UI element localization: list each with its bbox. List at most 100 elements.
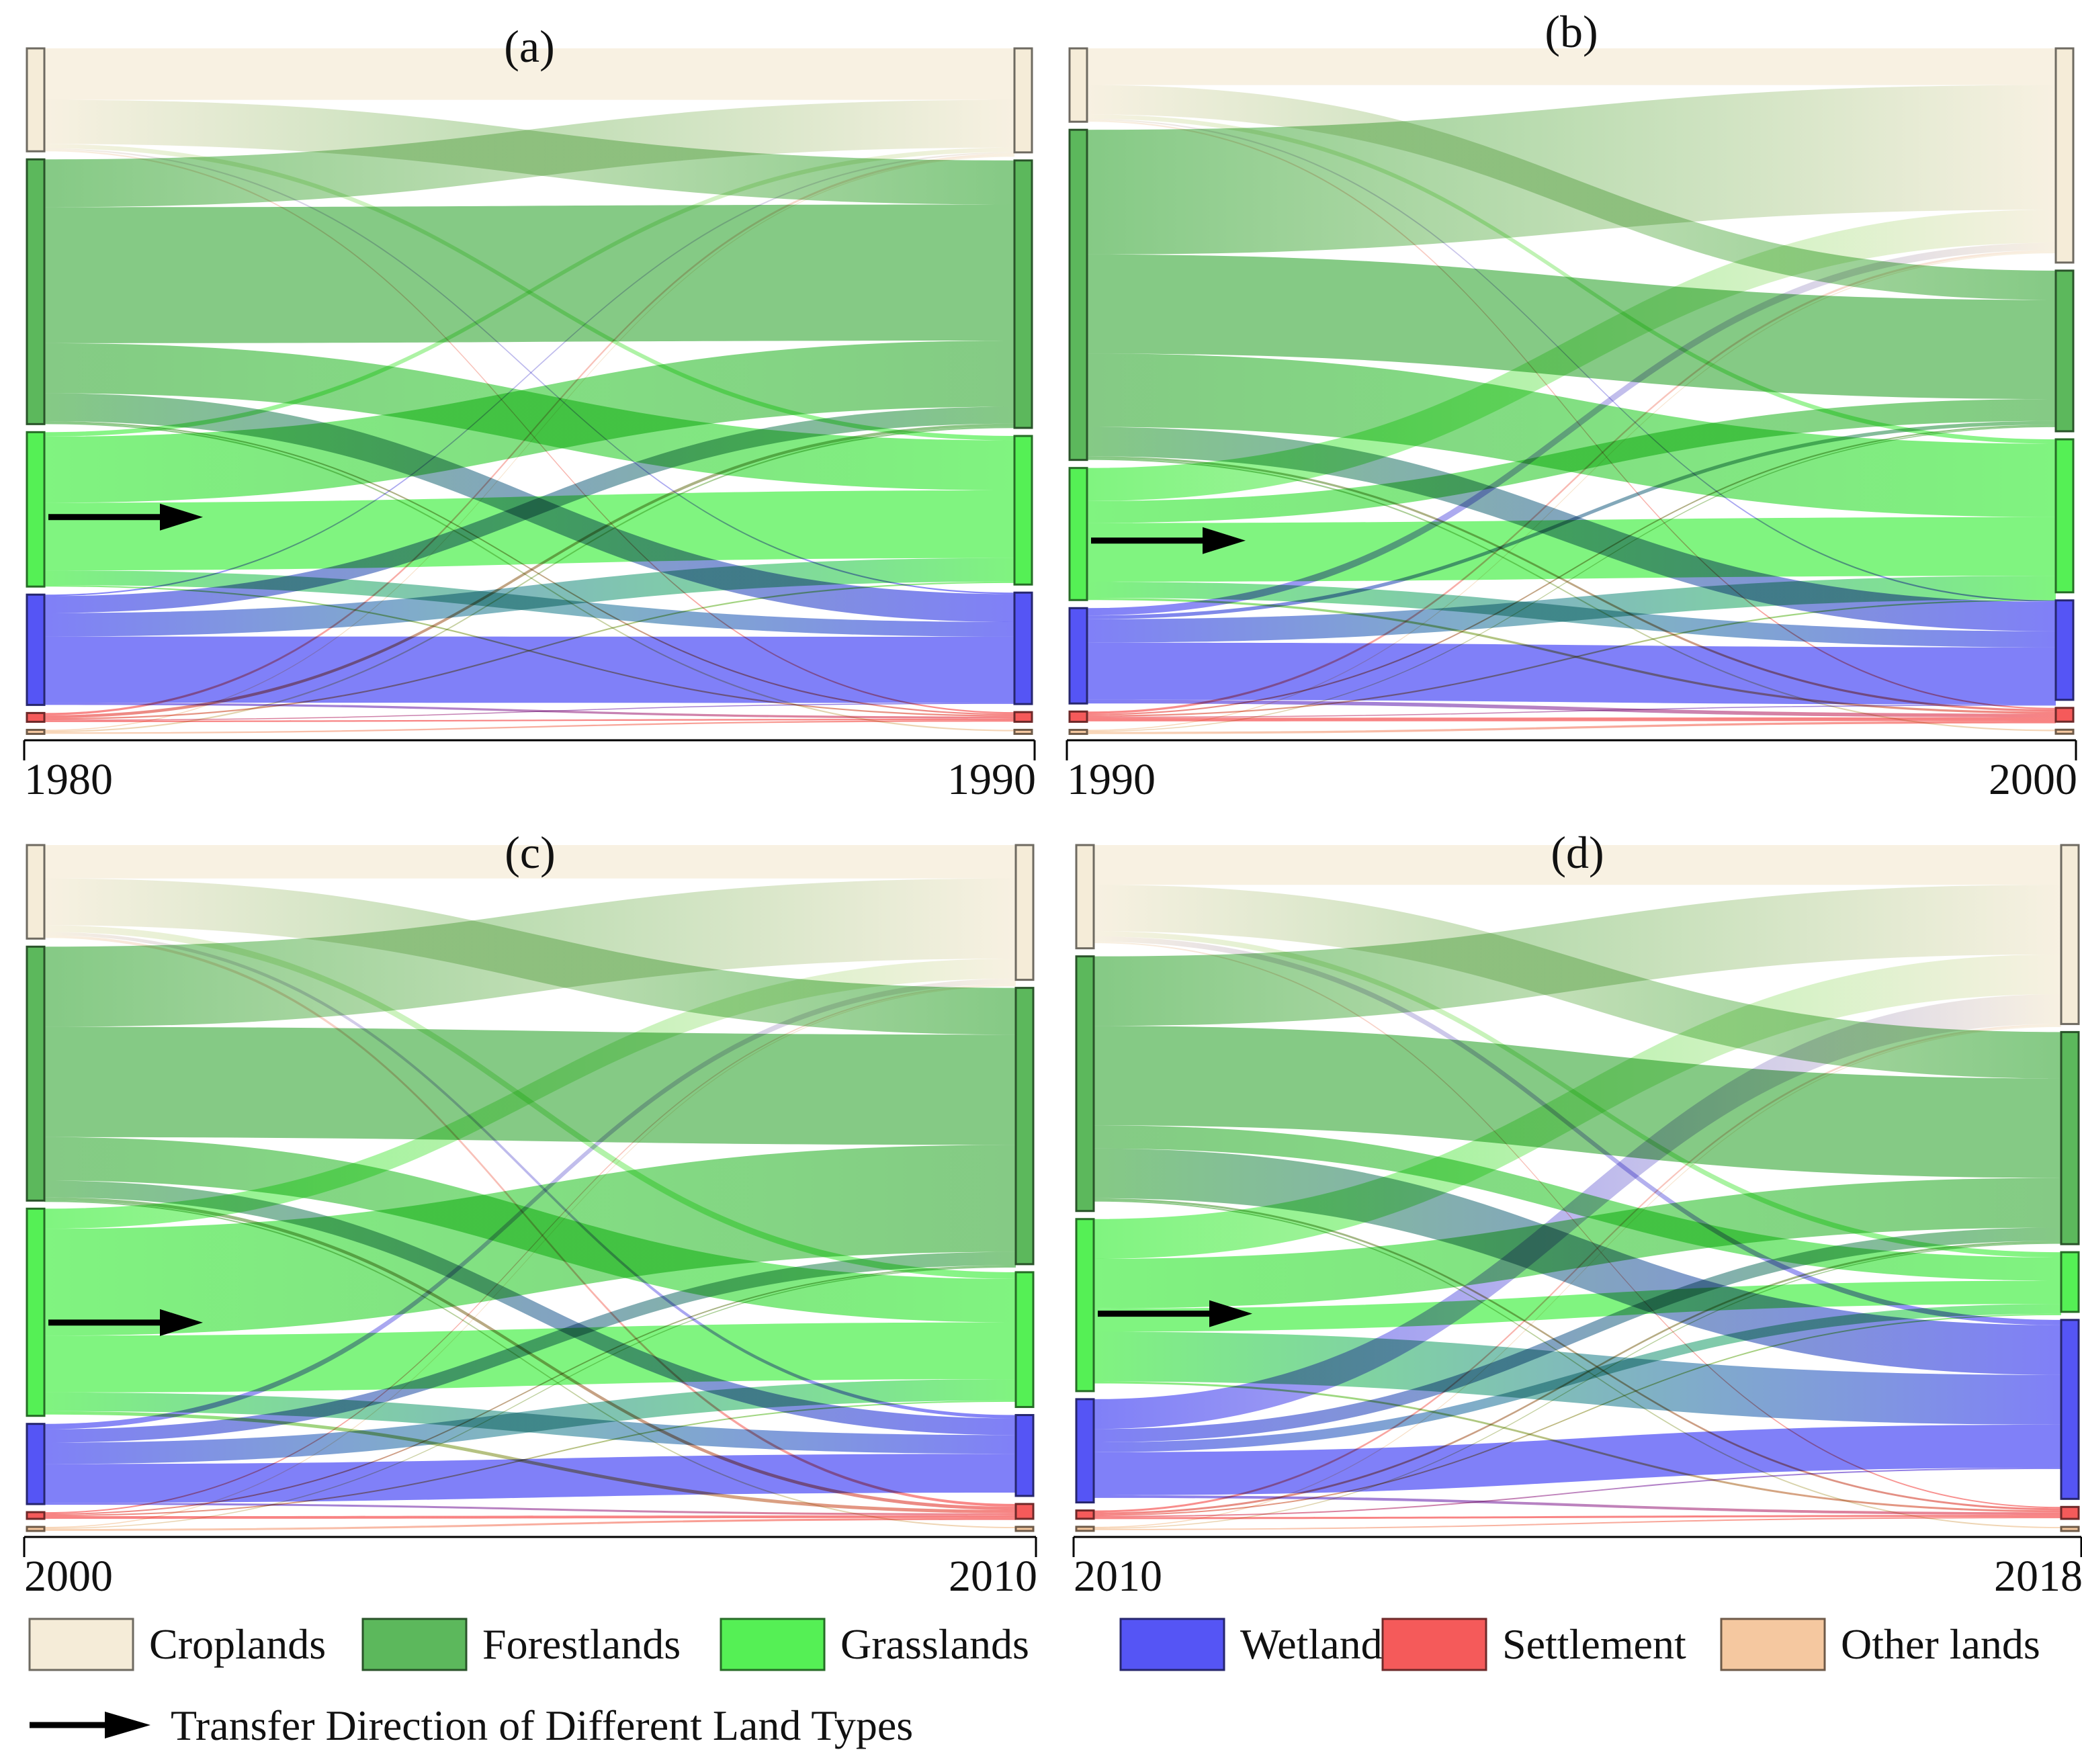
- node-1980-settlement: [26, 711, 46, 723]
- flow-wetland-to-wetland: [1087, 642, 2056, 705]
- flow-settlement-to-settlement: [1087, 717, 2056, 721]
- node-2010-other: [1014, 1526, 1035, 1532]
- flow-forest-to-other: [1094, 1200, 2061, 1529]
- legend-swatch: [720, 1618, 826, 1671]
- flow-grass-to-wetland: [44, 1392, 1016, 1454]
- flow-settlement-to-settlement: [44, 718, 1014, 722]
- flow-other-to-forest: [1094, 1243, 2061, 1529]
- flow-forest-to-other: [44, 1200, 1016, 1528]
- flow-settlement-to-cropland: [44, 983, 1016, 1514]
- flow-settlement-to-cropland: [44, 153, 1014, 715]
- legend-item-other: Other lands: [1720, 1618, 2040, 1671]
- node-2018-forest: [2060, 1030, 2080, 1245]
- flow-grass-to-forest: [1094, 1178, 2061, 1309]
- flow-forest-to-settlement: [44, 1197, 1016, 1510]
- panel-title: (c): [505, 827, 555, 878]
- legend-swatch: [1720, 1618, 1826, 1671]
- transfer-arrow-head: [1209, 1300, 1252, 1327]
- flow-settlement-to-forest: [1087, 425, 2056, 715]
- node-2018-cropland: [2060, 844, 2080, 1025]
- node-2010-grass: [1014, 1271, 1035, 1409]
- flow-cropland-to-cropland: [44, 48, 1014, 100]
- flow-settlement-to-wetland: [44, 703, 1014, 721]
- flow-forest-to-forest: [44, 204, 1014, 343]
- node-2018-wetland: [2060, 1319, 2080, 1500]
- flow-grass-to-grass: [44, 490, 1014, 571]
- flow-grass-to-forest: [1087, 398, 2056, 523]
- flow-cropland-to-settlement: [1087, 120, 2056, 709]
- flow-wetland-to-forest: [44, 1251, 1016, 1443]
- sankey-panel: 1990 2000 (b): [1066, 6, 2077, 804]
- node-1990-forest: [1013, 159, 1033, 429]
- year-label-end: 2010: [949, 1552, 1037, 1601]
- node-1990-grass: [1068, 467, 1088, 601]
- flow-forest-to-settlement: [44, 421, 1014, 715]
- flow-grass-to-grass: [1087, 517, 2056, 582]
- flow-grass-to-cropland: [44, 959, 1016, 1229]
- flow-other-to-cropland: [44, 985, 1016, 1528]
- flow-wetland-to-forest: [1087, 421, 2056, 619]
- flow-settlement-to-forest: [44, 423, 1014, 719]
- flow-wetland-to-wetland: [1094, 1424, 2061, 1495]
- legend-item-cropland: Croplands: [28, 1618, 326, 1671]
- flow-cropland-to-settlement: [1094, 942, 2061, 1509]
- flow-grass-to-cropland: [1094, 954, 2061, 1259]
- flow-cropland-to-cropland: [1087, 48, 2056, 85]
- flow-settlement-to-settlement: [44, 1515, 1016, 1519]
- node-2000-grass: [26, 1207, 46, 1417]
- node-2000-cropland: [2054, 47, 2075, 264]
- node-2010-grass: [1075, 1218, 1095, 1393]
- flow-other-to-forest: [44, 427, 1014, 733]
- transfer-arrow-head: [1203, 527, 1246, 554]
- nodes: [26, 47, 1033, 736]
- flow-wetland-to-forest: [44, 406, 1014, 613]
- flow-other-to-settlement: [44, 1517, 1016, 1532]
- legend-swatch: [28, 1618, 134, 1671]
- flow-cropland-to-grass: [1094, 931, 2061, 1258]
- flow-wetland-to-wetland: [44, 1454, 1016, 1503]
- node-2018-grass: [2060, 1251, 2080, 1313]
- legend-label: Grasslands: [840, 1620, 1029, 1668]
- node-1990-other: [1068, 729, 1088, 736]
- flow-forest-to-settlement: [1087, 456, 2056, 712]
- node-2000-grass: [2054, 438, 2075, 594]
- panel-title: (d): [1551, 827, 1604, 878]
- node-1990-wetland: [1068, 607, 1088, 705]
- transfer-arrow-head: [105, 1712, 150, 1738]
- flow-grass-to-settlement: [1094, 1381, 2061, 1513]
- flow-wetland-to-cropland: [44, 978, 1016, 1429]
- flow-other-to-settlement: [1087, 721, 2056, 734]
- flow-cropland-to-cropland: [1094, 845, 2061, 885]
- year-label-start: 2000: [24, 1552, 113, 1601]
- sankey-panel: 2010 2018 (d): [1072, 827, 2082, 1601]
- node-2000-other: [26, 1526, 46, 1532]
- legend-item-wetland: Wetlands: [1119, 1618, 1399, 1671]
- nodes: [1068, 47, 2075, 736]
- node-1990-settlement: [1068, 710, 1088, 723]
- node-2000-other: [2054, 728, 2075, 735]
- node-2010-cropland: [1014, 844, 1035, 981]
- flow-other-to-settlement: [1094, 1517, 2061, 1530]
- flow-settlement-to-forest: [1094, 1241, 2061, 1515]
- legend-swatch: [361, 1618, 468, 1671]
- year-label-end: 1990: [947, 755, 1036, 804]
- node-2000-wetland: [26, 1423, 46, 1505]
- flow-grass-to-settlement: [1087, 597, 2056, 714]
- flow-other-to-cropland: [1087, 252, 2056, 732]
- legend-item-settlement: Settlement: [1381, 1618, 1686, 1671]
- node-2010-forest: [1075, 955, 1095, 1212]
- legend-item-grass: Grasslands: [720, 1618, 1029, 1671]
- node-2010-wetland: [1075, 1398, 1095, 1504]
- flow-forest-to-cropland: [1094, 885, 2061, 1026]
- year-label-start: 1990: [1067, 755, 1156, 804]
- node-1990-other: [1013, 728, 1033, 735]
- node-2000-settlement: [2054, 707, 2075, 723]
- flow-grass-to-cropland: [44, 147, 1014, 437]
- flow-wetland-to-cropland: [1087, 242, 2056, 616]
- node-2010-settlement: [1075, 1509, 1095, 1520]
- flow-cropland-to-wetland: [44, 932, 1016, 1419]
- flow-other-to-cropland: [1094, 1026, 2061, 1528]
- flow-cropland-to-settlement: [44, 935, 1016, 1507]
- flow-other-to-forest: [1087, 426, 2056, 732]
- node-2010-wetland: [1014, 1414, 1035, 1497]
